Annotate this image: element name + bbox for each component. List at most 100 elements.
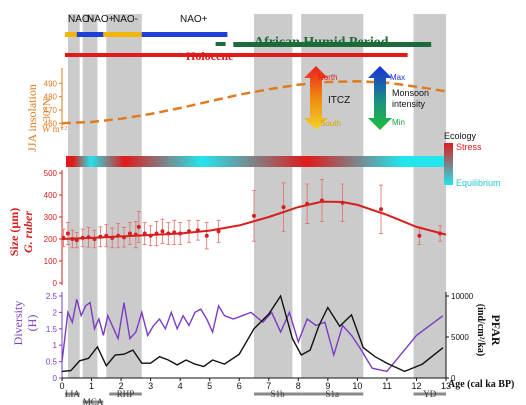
size-point-11 (122, 235, 126, 239)
monsoon-label-1: Monsoon (392, 88, 429, 98)
size-point-13 (134, 233, 138, 237)
size-point-9 (110, 236, 114, 240)
period-label-5: YD (423, 389, 436, 399)
period-label-3: S1b (271, 389, 286, 399)
diversity-tick-label-0: 2.5 (46, 292, 58, 301)
holocene-label: Holocene (186, 49, 234, 63)
size-point-12 (128, 232, 132, 236)
size-tick-label-1: 400 (44, 191, 58, 200)
shaded-interval-5 (414, 14, 446, 378)
x-tick-label-12: 12 (411, 381, 421, 391)
size-point-20 (172, 230, 176, 234)
size-species: G. ruber (21, 211, 35, 253)
size-point-0 (61, 236, 65, 240)
size-tick-label-4: 100 (44, 257, 58, 266)
size-point-14 (137, 225, 141, 229)
size-point-28 (305, 202, 309, 206)
size-point-25 (217, 229, 221, 233)
size-ylabel: Size (µm) (7, 208, 21, 257)
ecology-legend-bar (444, 143, 453, 185)
monsoon-arrow (368, 66, 392, 130)
itcz-north-label: North (318, 73, 338, 82)
size-point-16 (149, 234, 153, 238)
insolation-tick-label-0: 490 (44, 79, 58, 88)
pfar-unit: (ind/cm²/ka) (475, 304, 486, 356)
ecology-title: Ecology (444, 131, 477, 141)
shaded-interval-0 (68, 14, 80, 378)
pfar-ylabel: PFAR (489, 314, 503, 345)
x-axis-label: Age (cal ka BP) (448, 379, 514, 390)
size-point-7 (98, 235, 102, 239)
diversity-tick-label-2: 1.5 (46, 325, 58, 334)
insolation-latitude: 30°N (41, 98, 53, 121)
size-point-31 (379, 207, 383, 211)
diversity-tick-label-5: 0 (53, 374, 58, 383)
period-label-2: RHP (117, 389, 135, 399)
size-point-10 (116, 234, 120, 238)
insolation-ylabel: JJA insolation (25, 84, 39, 152)
size-tick-label-5: 0 (53, 279, 58, 288)
itcz-south-label: South (320, 119, 341, 128)
size-point-3 (75, 238, 79, 242)
itcz-label: ITCZ (328, 95, 350, 106)
timeline-bar-3 (142, 32, 228, 37)
x-tick-label-3: 3 (148, 381, 153, 391)
diversity-tick-label-1: 2 (53, 308, 58, 317)
x-tick-label-4: 4 (178, 381, 183, 391)
nao-plus-label-2: NAO+ (180, 14, 208, 25)
timeline-bar-5 (65, 53, 408, 57)
size-tick-label-3: 200 (44, 235, 58, 244)
diversity-tick-label-4: 0.5 (46, 358, 58, 367)
size-point-2 (70, 237, 74, 241)
size-point-30 (341, 201, 345, 205)
ecology-legend-equilibrium: Equilibrium (456, 178, 501, 188)
size-point-26 (252, 214, 256, 218)
pfar-tick-label-1: 5000 (451, 333, 469, 342)
insolation-unit: W m⁻² (42, 124, 67, 134)
ecology-gradient-bar (66, 156, 446, 167)
nao-plus-label-1: NAO+ (87, 14, 115, 25)
period-label-0: LIA (65, 389, 80, 399)
size-point-1 (66, 232, 70, 236)
timeline-bar-2 (103, 32, 141, 37)
monsoon-label-2: intensity (392, 99, 426, 109)
diversity-ylabel: Diversity (11, 301, 25, 346)
x-tick-label-11: 11 (382, 381, 391, 391)
timeline-bar-0 (65, 32, 77, 37)
size-point-19 (166, 232, 170, 236)
size-tick-label-0: 500 (44, 169, 58, 178)
x-tick-label-1: 1 (89, 381, 94, 391)
x-tick-label-0: 0 (59, 381, 64, 391)
timeline-bar-1 (77, 32, 104, 37)
x-tick-label-5: 5 (207, 381, 212, 391)
monsoon-max-label: Max (390, 73, 405, 82)
size-point-6 (92, 237, 96, 241)
x-tick-label-10: 10 (352, 381, 362, 391)
size-point-23 (196, 228, 200, 232)
size-point-18 (160, 229, 164, 233)
size-point-24 (205, 234, 209, 238)
size-point-33 (438, 232, 442, 236)
period-label-4: S1a (326, 389, 340, 399)
size-point-22 (187, 229, 191, 233)
size-point-27 (282, 205, 286, 209)
ahp-start-dash (216, 42, 226, 46)
size-point-5 (87, 235, 91, 239)
size-point-8 (104, 234, 108, 238)
nao-minus-label-2: NAO- (113, 14, 138, 25)
monsoon-min-label: Min (392, 118, 405, 127)
size-panel: 500 400 300 200 100 0 (44, 169, 446, 288)
size-point-4 (81, 236, 85, 240)
diversity-unit: (H) (25, 315, 39, 332)
shaded-intervals (68, 14, 446, 378)
ecology-bar (66, 156, 446, 167)
ecology-legend-stress: Stress (456, 142, 482, 152)
size-point-15 (143, 232, 147, 236)
x-tick-label-6: 6 (237, 381, 242, 391)
size-point-17 (155, 232, 159, 236)
size-point-32 (417, 234, 421, 238)
pfar-tick-label-0: 10000 (451, 292, 474, 301)
diversity-tick-label-3: 1 (53, 341, 58, 350)
